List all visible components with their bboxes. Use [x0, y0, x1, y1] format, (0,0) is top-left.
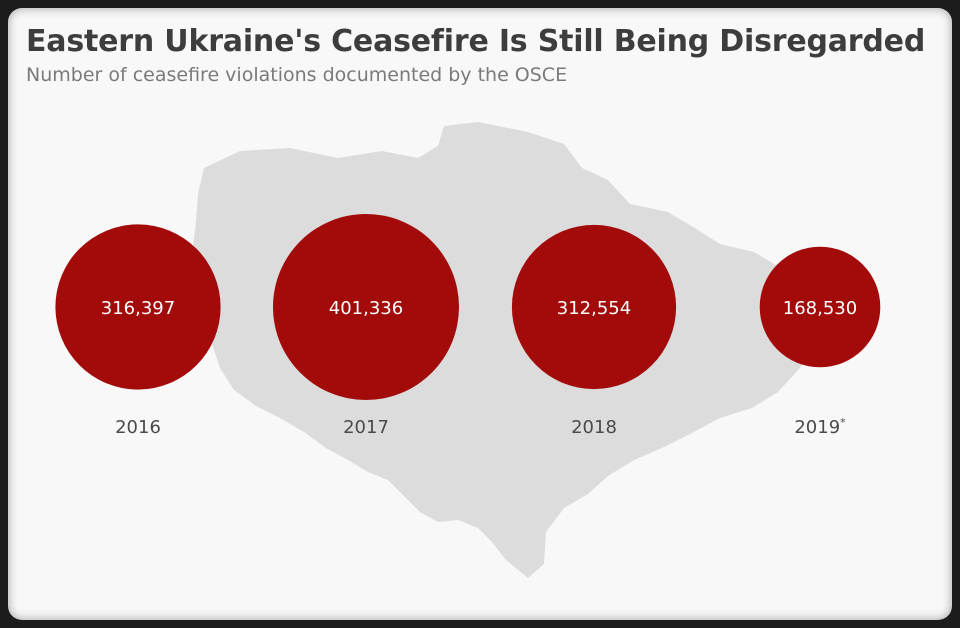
infographic-card: Eastern Ukraine's Ceasefire Is Still Bei…: [8, 8, 952, 620]
value-labels-layer: 316,397 401,336 312,554 168,530: [101, 298, 857, 319]
year-labels-layer: 2016 2017 2018 2019*: [115, 416, 846, 438]
footnote-marker: *: [840, 416, 846, 429]
bubble-2018: [511, 224, 677, 390]
year-text: 2016: [115, 417, 161, 438]
bubble-2016: [55, 224, 221, 390]
bubble-2017: [273, 214, 459, 400]
year-text: 2019: [794, 417, 840, 438]
value-label-2016: 316,397: [101, 298, 175, 319]
chart-subtitle: Number of ceasefire violations documente…: [26, 64, 568, 86]
year-label-2016: 2016: [115, 417, 161, 438]
year-label-2017: 2017: [343, 417, 389, 438]
year-text: 2018: [571, 417, 617, 438]
bubble-2019: [759, 246, 881, 368]
year-text: 2017: [343, 417, 389, 438]
chart-title: Eastern Ukraine's Ceasefire Is Still Bei…: [26, 24, 926, 59]
value-label-2019: 168,530: [783, 298, 857, 319]
value-label-2017: 401,336: [329, 298, 403, 319]
bubbles-layer: [55, 214, 881, 400]
year-label-2018: 2018: [571, 417, 617, 438]
year-label-2019: 2019*: [794, 416, 846, 438]
value-label-2018: 312,554: [557, 298, 631, 319]
bubble-chart: 316,397 401,336 312,554 168,530 2016 2017 201…: [55, 122, 881, 578]
